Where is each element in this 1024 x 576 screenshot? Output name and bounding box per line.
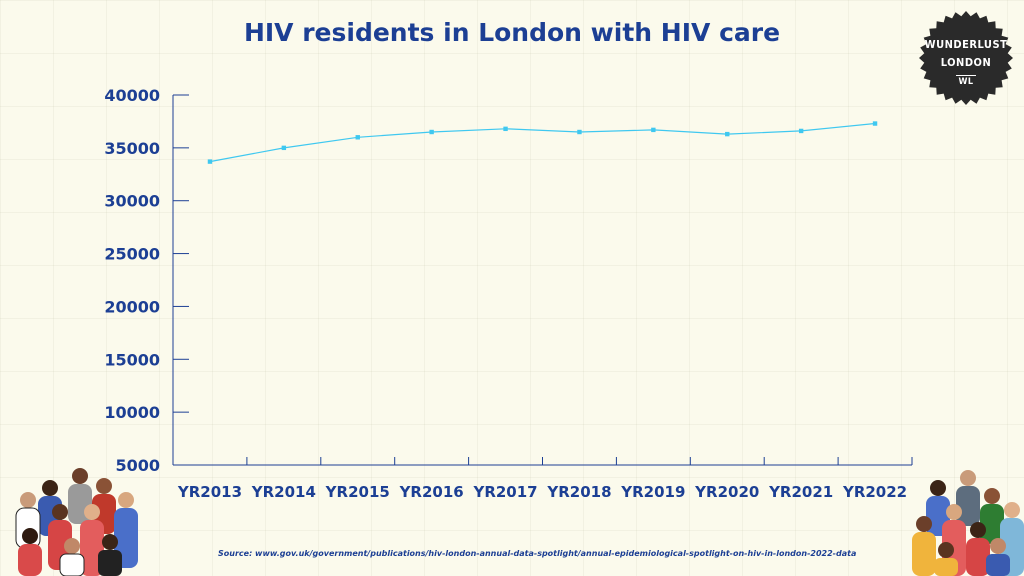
- data-point: [577, 129, 582, 135]
- y-tick-label: 30000: [104, 192, 160, 211]
- series-line: [209, 122, 876, 163]
- chart-series: [207, 121, 878, 164]
- y-tick-label: 10000: [104, 403, 160, 422]
- data-point: [798, 128, 804, 134]
- people-illustration-left: [15, 468, 138, 576]
- x-tick-label: YR2013: [177, 483, 242, 501]
- chart-title: HIV residents in London with HIV care: [243, 18, 781, 47]
- data-point: [429, 129, 434, 135]
- y-tick-label: 15000: [104, 350, 160, 369]
- x-tick-label: YR2020: [694, 483, 759, 501]
- x-tick-label: YR2014: [251, 483, 316, 501]
- logo-mark: WL: [956, 75, 976, 87]
- y-tick-label: 25000: [104, 245, 160, 264]
- x-tick-label: YR2016: [399, 483, 464, 501]
- data-point: [872, 121, 878, 126]
- data-point: [503, 126, 508, 132]
- logo-line2: LONDON: [940, 56, 992, 69]
- source-note: Source: www.gov.uk/government/publicatio…: [218, 549, 857, 558]
- y-tick-label: 5000: [115, 456, 160, 475]
- people-illustration-right: [912, 470, 1024, 576]
- data-point: [207, 159, 213, 164]
- chart-axes: [172, 95, 912, 466]
- x-tick-label: YR2017: [472, 483, 537, 501]
- wunderlust-london-logo: WUNDERLUST LONDON WL: [918, 10, 1014, 106]
- badge-seal-icon: [919, 11, 1013, 105]
- x-tick-label: YR2022: [842, 483, 907, 501]
- y-tick-label: 35000: [104, 139, 160, 158]
- x-tick-label: YR2015: [325, 483, 390, 501]
- x-tick-label: YR2019: [620, 483, 685, 501]
- data-point: [355, 135, 360, 140]
- y-axis-ticks: 40000 35000 30000 25000 20000 15000 10000 5000: [104, 86, 189, 475]
- data-point: [651, 127, 656, 133]
- data-point: [725, 131, 730, 137]
- y-tick-label: 20000: [104, 297, 160, 316]
- x-tick-label: YR2021: [768, 483, 833, 501]
- x-tick-label: YR2018: [546, 483, 611, 501]
- y-tick-label: 40000: [104, 86, 160, 105]
- x-axis-ticks: YR2013 YR2014 YR2015 YR2016 YR2017 YR2018 YR20…: [177, 457, 913, 501]
- data-point: [281, 145, 287, 151]
- logo-line1: WUNDERLUST: [924, 38, 1008, 51]
